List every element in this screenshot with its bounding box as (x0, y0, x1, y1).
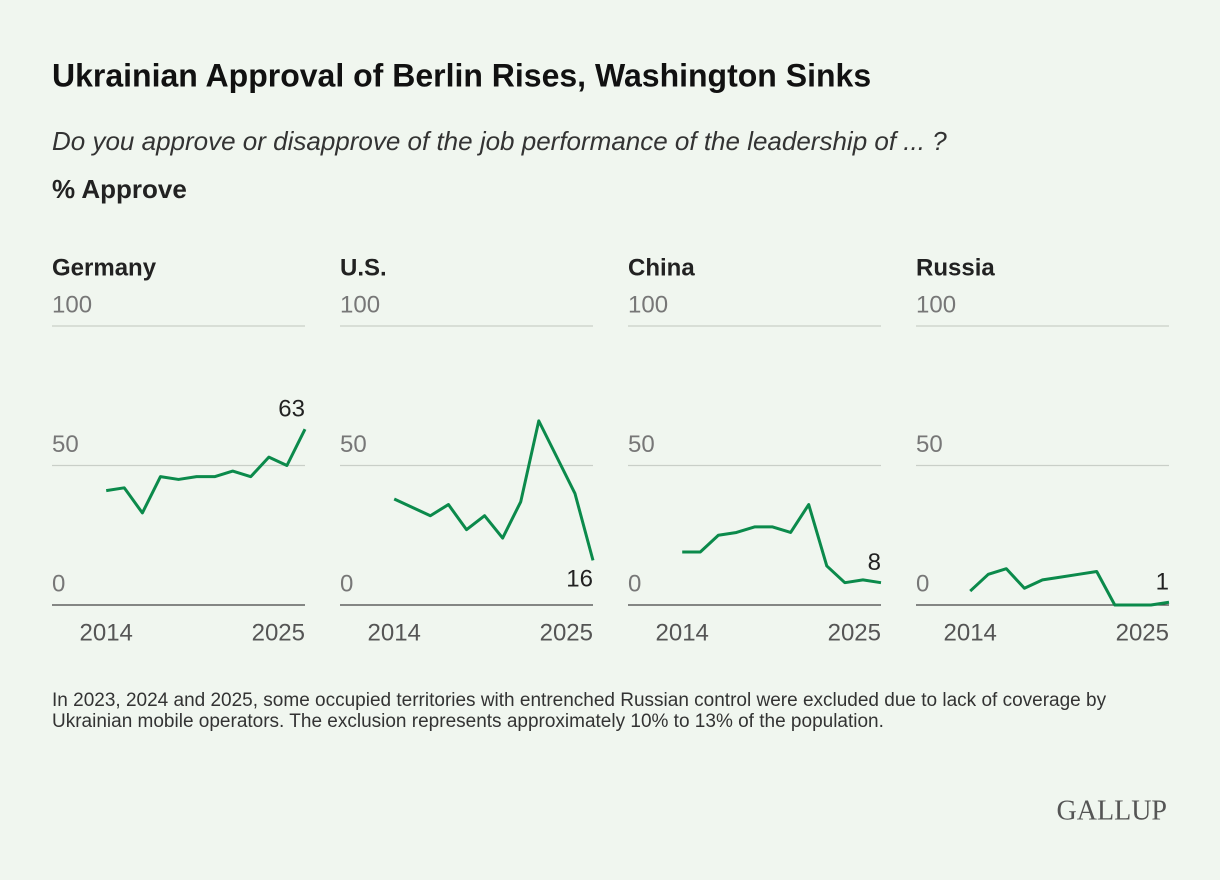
x-tick-label: 2014 (944, 619, 997, 646)
y-tick-label: 0 (52, 570, 65, 597)
x-tick-label: 2014 (368, 619, 421, 646)
y-tick-label: 100 (916, 291, 956, 318)
data-line (969, 567, 1170, 607)
y-tick-label: 0 (916, 570, 929, 597)
title: Ukrainian Approval of Berlin Rises, Wash… (52, 57, 871, 93)
y-tick-label: 50 (628, 431, 655, 458)
unit-label: % Approve (52, 174, 187, 204)
panel-title: Russia (916, 254, 995, 281)
y-tick-label: 50 (916, 431, 943, 458)
y-tick-label: 0 (628, 570, 641, 597)
x-tick-label: 2025 (540, 619, 593, 646)
value-label: 8 (868, 549, 881, 576)
x-tick-label: 2025 (828, 619, 881, 646)
x-tick-label: 2025 (252, 619, 305, 646)
subtitle: Do you approve or disapprove of the job … (52, 126, 947, 156)
value-label: 1 (1156, 569, 1169, 596)
y-tick-label: 50 (52, 431, 79, 458)
x-tick-label: 2014 (80, 619, 133, 646)
y-tick-label: 0 (340, 570, 353, 597)
logo: GALLUP (1057, 795, 1167, 826)
value-label: 16 (566, 566, 593, 593)
value-label: 63 (278, 396, 305, 423)
panel-title: U.S. (340, 254, 387, 281)
data-line (393, 419, 595, 561)
footnote: In 2023, 2024 and 2025, some occupied te… (52, 690, 1107, 732)
panel-title: Germany (52, 254, 157, 281)
y-tick-label: 100 (628, 291, 668, 318)
data-line (105, 428, 307, 515)
data-line (682, 503, 882, 585)
x-tick-label: 2014 (656, 619, 709, 646)
panel-title: China (628, 254, 695, 281)
y-tick-label: 50 (340, 431, 367, 458)
y-tick-label: 100 (340, 291, 380, 318)
x-tick-label: 2025 (1116, 619, 1169, 646)
y-tick-label: 100 (52, 291, 92, 318)
